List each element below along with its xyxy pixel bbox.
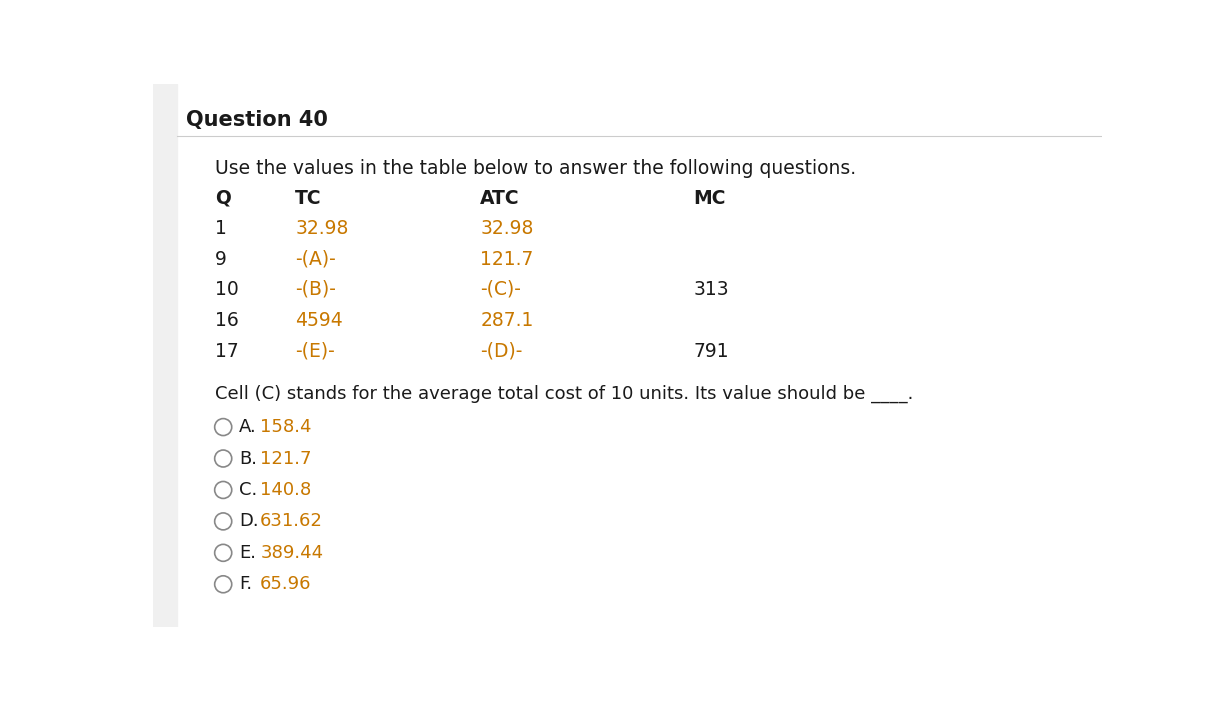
Text: 9: 9 bbox=[214, 249, 226, 268]
Text: 791: 791 bbox=[694, 341, 730, 360]
Text: B.: B. bbox=[240, 450, 257, 467]
Text: -(A)-: -(A)- bbox=[295, 249, 337, 268]
Text: MC: MC bbox=[694, 189, 726, 208]
Text: Use the values in the table below to answer the following questions.: Use the values in the table below to ans… bbox=[214, 159, 856, 178]
Text: 1: 1 bbox=[214, 219, 226, 238]
Text: A.: A. bbox=[240, 418, 257, 436]
Text: 121.7: 121.7 bbox=[480, 249, 534, 268]
Text: -(E)-: -(E)- bbox=[295, 341, 335, 360]
Text: 287.1: 287.1 bbox=[480, 310, 534, 329]
Text: 10: 10 bbox=[214, 280, 239, 299]
Text: -(B)-: -(B)- bbox=[295, 280, 337, 299]
Text: Cell (C) stands for the average total cost of 10 units. Its value should be ____: Cell (C) stands for the average total co… bbox=[214, 384, 913, 403]
Text: 631.62: 631.62 bbox=[261, 513, 323, 530]
Text: ATC: ATC bbox=[480, 189, 520, 208]
Text: 17: 17 bbox=[214, 341, 239, 360]
Text: 121.7: 121.7 bbox=[261, 450, 312, 467]
Text: 313: 313 bbox=[694, 280, 730, 299]
Text: TC: TC bbox=[295, 189, 322, 208]
Text: 389.44: 389.44 bbox=[261, 543, 323, 562]
Text: 32.98: 32.98 bbox=[295, 219, 349, 238]
Text: Q: Q bbox=[214, 189, 230, 208]
Bar bbox=[153, 84, 176, 627]
Text: -(C)-: -(C)- bbox=[480, 280, 521, 299]
Text: E.: E. bbox=[240, 543, 256, 562]
Text: 140.8: 140.8 bbox=[261, 481, 311, 499]
Text: 16: 16 bbox=[214, 310, 239, 329]
Text: -(D)-: -(D)- bbox=[480, 341, 523, 360]
Text: 4594: 4594 bbox=[295, 310, 343, 329]
Text: 65.96: 65.96 bbox=[261, 575, 312, 593]
Text: 32.98: 32.98 bbox=[480, 219, 534, 238]
Text: C.: C. bbox=[240, 481, 257, 499]
Text: 158.4: 158.4 bbox=[261, 418, 312, 436]
Text: F.: F. bbox=[240, 575, 252, 593]
Text: D.: D. bbox=[240, 513, 259, 530]
Text: Question 40: Question 40 bbox=[186, 110, 328, 130]
